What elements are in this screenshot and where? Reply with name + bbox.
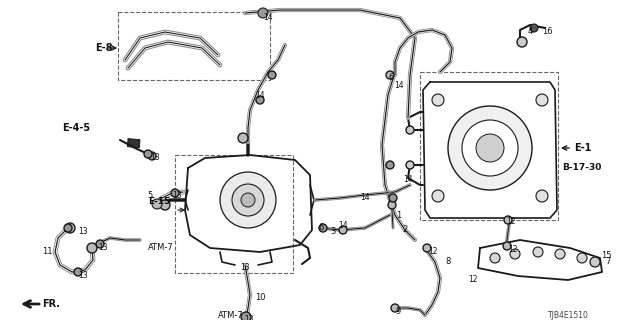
Text: 13: 13: [240, 263, 250, 273]
Circle shape: [386, 161, 394, 169]
Circle shape: [510, 249, 520, 259]
Circle shape: [241, 193, 255, 207]
Circle shape: [238, 133, 248, 143]
Text: 14: 14: [403, 175, 413, 185]
Text: 9: 9: [395, 308, 400, 316]
Circle shape: [590, 257, 600, 267]
Text: 15: 15: [601, 251, 611, 260]
Circle shape: [339, 226, 347, 234]
Circle shape: [220, 172, 276, 228]
Circle shape: [256, 96, 264, 104]
Circle shape: [536, 190, 548, 202]
Circle shape: [232, 184, 264, 216]
Circle shape: [87, 243, 97, 253]
Text: 6: 6: [388, 74, 394, 83]
Circle shape: [503, 242, 511, 250]
Circle shape: [517, 37, 527, 47]
Bar: [175, 155, 293, 273]
Text: 14: 14: [338, 220, 348, 229]
Text: FR.: FR.: [42, 299, 60, 309]
Text: 3: 3: [330, 228, 335, 236]
Circle shape: [577, 253, 587, 263]
Circle shape: [462, 120, 518, 176]
Circle shape: [388, 201, 396, 209]
Text: 13: 13: [78, 228, 88, 236]
Circle shape: [530, 24, 538, 32]
Circle shape: [148, 152, 156, 160]
Circle shape: [268, 71, 276, 79]
Text: 13: 13: [172, 191, 182, 201]
Text: 5: 5: [147, 191, 152, 201]
Circle shape: [74, 268, 82, 276]
Text: 12: 12: [428, 247, 438, 257]
Circle shape: [144, 150, 152, 158]
Circle shape: [490, 253, 500, 263]
Text: E-8: E-8: [95, 43, 113, 53]
Text: E-1: E-1: [574, 143, 591, 153]
Circle shape: [171, 189, 179, 197]
Circle shape: [96, 240, 104, 248]
Circle shape: [432, 94, 444, 106]
Circle shape: [555, 249, 565, 259]
Circle shape: [386, 71, 394, 79]
Text: 14: 14: [394, 81, 404, 90]
Bar: [420, 72, 558, 220]
Text: E-15: E-15: [148, 197, 170, 206]
Text: TJB4E1510: TJB4E1510: [548, 310, 589, 319]
Text: 11: 11: [42, 247, 52, 257]
Text: B-17-30: B-17-30: [562, 164, 602, 172]
Circle shape: [64, 224, 72, 232]
Text: 14: 14: [263, 12, 273, 21]
Circle shape: [423, 244, 431, 252]
Text: E-4-5: E-4-5: [62, 123, 90, 133]
Text: 12: 12: [508, 245, 518, 254]
Circle shape: [241, 312, 251, 320]
Circle shape: [160, 200, 170, 210]
Text: 14: 14: [360, 194, 370, 203]
Text: 12: 12: [468, 276, 477, 284]
Text: 12: 12: [506, 218, 515, 227]
Text: 13: 13: [244, 316, 253, 320]
Circle shape: [432, 190, 444, 202]
Text: 13: 13: [150, 154, 159, 163]
Circle shape: [504, 216, 512, 224]
Text: ATM-7: ATM-7: [148, 244, 173, 252]
Text: 1: 1: [396, 211, 401, 220]
Circle shape: [406, 126, 414, 134]
Text: 7: 7: [605, 258, 611, 267]
Text: ATM-7: ATM-7: [218, 311, 244, 320]
Bar: [118, 12, 270, 80]
Text: 10: 10: [255, 293, 266, 302]
Circle shape: [448, 106, 532, 190]
Circle shape: [152, 199, 162, 209]
Circle shape: [65, 223, 75, 233]
Text: 8: 8: [445, 258, 451, 267]
Circle shape: [476, 134, 504, 162]
Text: 16: 16: [542, 28, 552, 36]
Text: 13: 13: [98, 244, 108, 252]
Circle shape: [406, 161, 414, 169]
Text: 14: 14: [255, 91, 264, 100]
Bar: [127, 139, 140, 148]
Circle shape: [533, 247, 543, 257]
Circle shape: [389, 194, 397, 202]
Text: 6: 6: [318, 223, 323, 233]
Text: 4: 4: [528, 28, 533, 36]
Circle shape: [319, 224, 327, 232]
Text: 2: 2: [402, 226, 407, 235]
Circle shape: [536, 94, 548, 106]
Circle shape: [391, 304, 399, 312]
Text: 13: 13: [78, 270, 88, 279]
Circle shape: [258, 8, 268, 18]
